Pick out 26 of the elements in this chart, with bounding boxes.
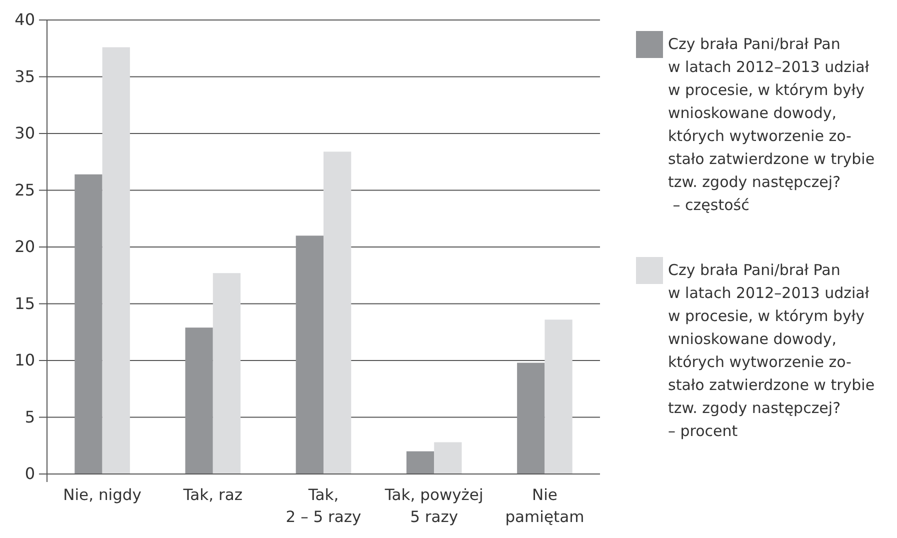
x-tick-label: Tak, raz xyxy=(182,486,243,504)
x-tick-label: Nie pamiętam xyxy=(505,486,584,526)
bar xyxy=(102,47,130,474)
bar xyxy=(296,236,324,474)
bar xyxy=(212,273,241,474)
y-tick-label: 20 xyxy=(14,237,35,256)
bar xyxy=(185,328,213,474)
legend-label: Czy brała Pani/brał Pan w latach 2012–2013 udział w procesie, w którym były wnioskowane dowody, których wytworzenie zo- stało zatwierdzone w trybie tzw. zgody następczej? – częstość xyxy=(668,35,875,214)
y-tick-label: 30 xyxy=(14,124,35,143)
y-tick-label: 5 xyxy=(24,407,35,426)
bar xyxy=(324,152,352,474)
bar xyxy=(74,174,102,474)
x-tick-label: Tak, 2 – 5 razy xyxy=(286,486,362,526)
y-tick-label: 35 xyxy=(14,66,35,86)
x-tick-label: Tak, powyżej 5 razy xyxy=(384,486,484,526)
bar xyxy=(544,320,572,474)
bar xyxy=(517,362,545,474)
bar xyxy=(406,451,434,474)
y-tick-label: 10 xyxy=(14,350,35,370)
legend-label: Czy brała Pani/brał Pan w latach 2012–2013 udział w procesie, w którym były wnioskowane dowody, których wytworzenie zo- stało zatwierdzone w trybie tzw. zgody następczej? – procent xyxy=(668,261,875,440)
y-tick-label: 40 xyxy=(14,10,35,30)
x-tick-label: Nie, nigdy xyxy=(63,486,142,504)
y-tick-label: 25 xyxy=(14,180,35,200)
y-tick-label: 0 xyxy=(24,464,35,484)
y-tick-label: 15 xyxy=(14,294,35,313)
bar xyxy=(434,442,462,474)
